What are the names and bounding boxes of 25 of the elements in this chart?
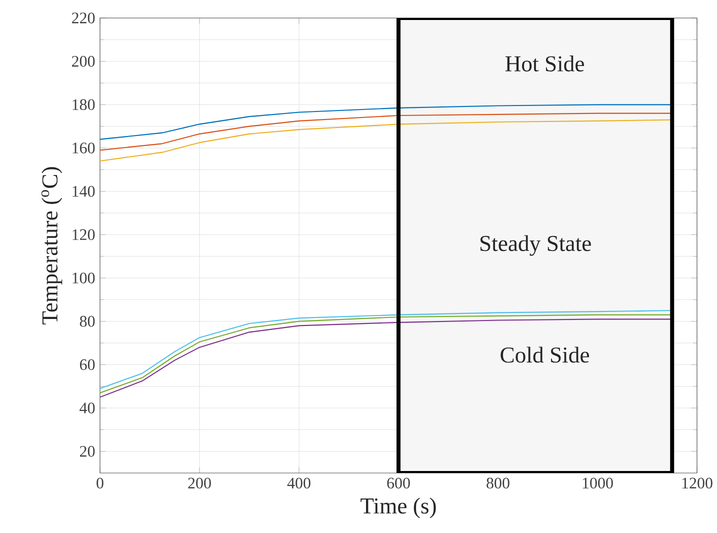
x-tick-label: 600 (387, 478, 410, 488)
y-tick-label: 220 (72, 12, 95, 24)
annotation: Hot Side (505, 56, 584, 72)
y-tick-label: 80 (80, 316, 95, 327)
x-tick-label: 400 (287, 478, 310, 488)
line-series (100, 119, 673, 162)
band-label: Steady State (480, 235, 591, 256)
x-tick-label: 1000 (582, 478, 613, 488)
y-tick-label: 180 (72, 99, 95, 110)
y-tick-label: 160 (72, 142, 95, 154)
y-tick-label: 120 (72, 229, 95, 240)
y-tick-label: 40 (80, 402, 95, 414)
x-tick-label: 800 (486, 478, 510, 488)
x-tick-label: 0 (96, 478, 104, 488)
y-tick-label: 140 (72, 186, 95, 197)
x-tick-label: 200 (188, 478, 211, 488)
y-axis-title: Temperature ($^{o}$C) (41, 167, 62, 324)
annotation: Cold Side (500, 346, 590, 363)
y-tick-label: 200 (72, 56, 95, 67)
y-tick-label: 60 (80, 359, 95, 370)
y-tick-label: 20 (80, 446, 95, 457)
line-series (100, 104, 673, 140)
y-tick-label: 100 (72, 272, 95, 284)
x-tick-label: 1200 (682, 478, 712, 488)
x-axis-title: Time (s) (360, 498, 436, 518)
